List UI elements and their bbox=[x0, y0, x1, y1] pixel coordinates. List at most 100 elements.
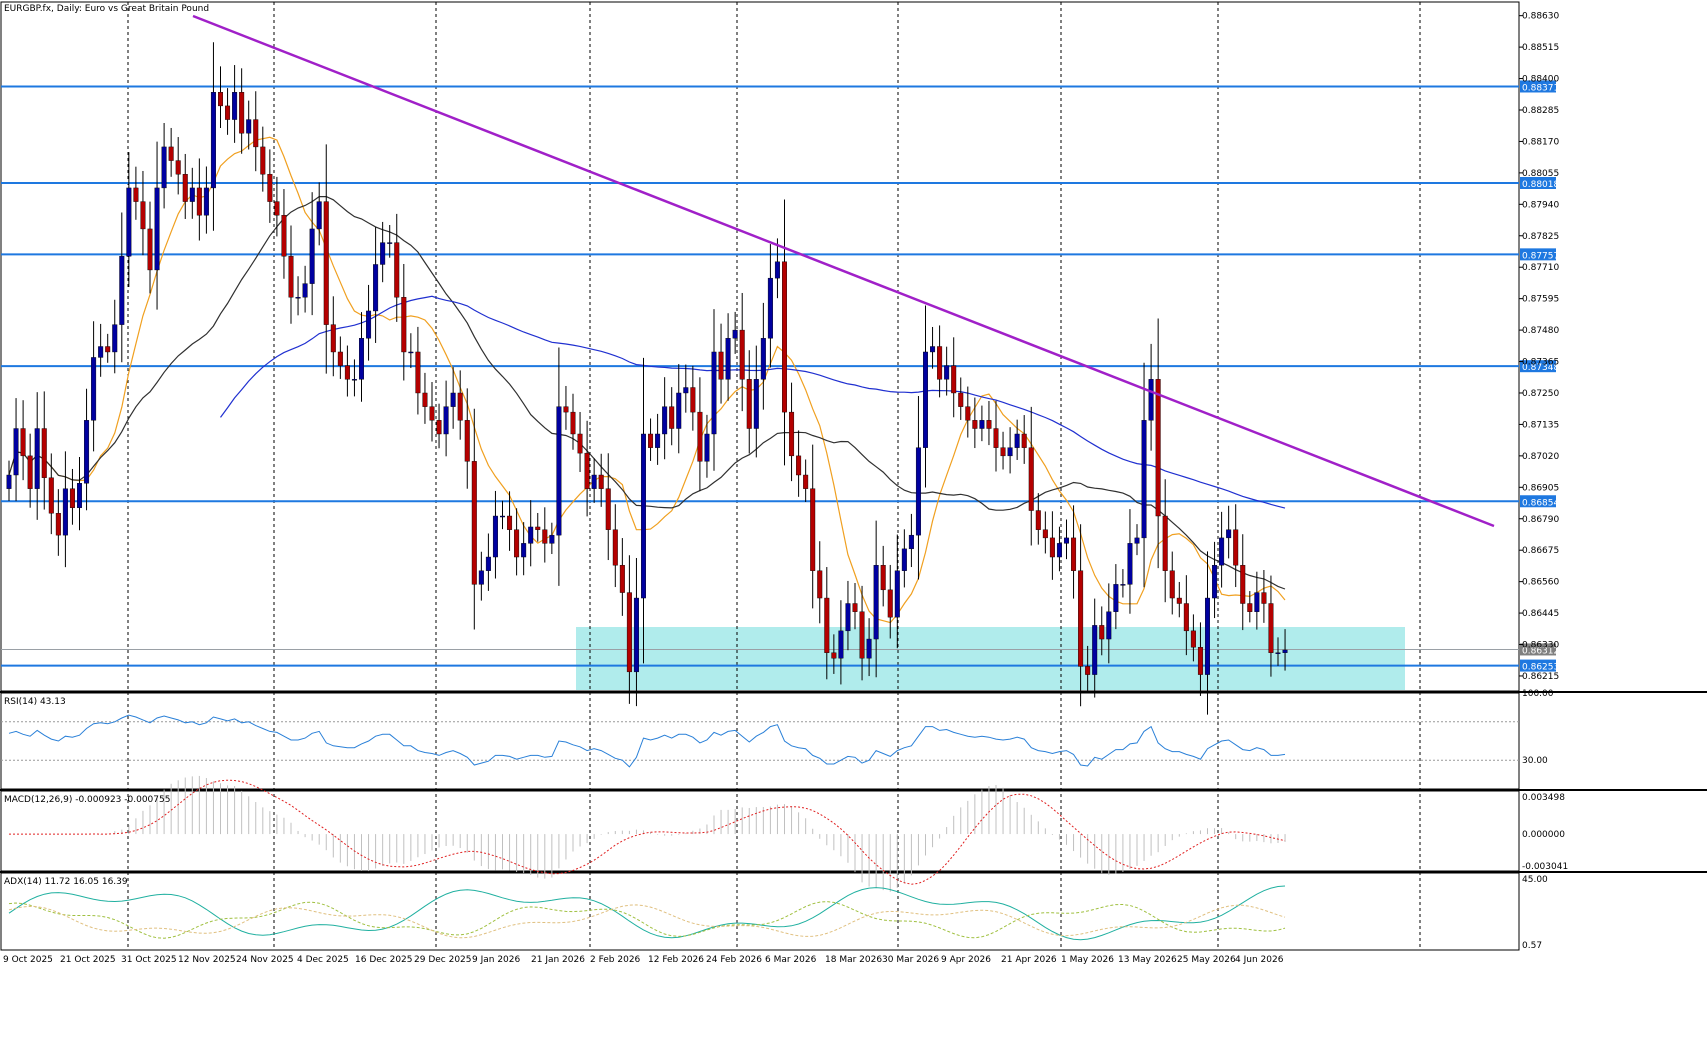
candle-body bbox=[323, 201, 329, 325]
candle-body bbox=[1169, 570, 1175, 599]
candle-body bbox=[302, 283, 308, 298]
adx-axis-label: 0.57 bbox=[1522, 941, 1542, 951]
candle-body bbox=[528, 526, 534, 544]
candle-body bbox=[182, 174, 188, 202]
candle-body bbox=[852, 603, 858, 612]
candle-body bbox=[189, 187, 195, 202]
candle-body bbox=[48, 477, 54, 514]
candle-body bbox=[958, 392, 964, 407]
trendline bbox=[192, 14, 1495, 528]
candle-body bbox=[521, 543, 527, 558]
candle-body bbox=[239, 92, 245, 134]
candle-body bbox=[507, 515, 513, 530]
level-tag bbox=[1520, 80, 1556, 93]
candle-body bbox=[591, 474, 597, 489]
candle-body bbox=[901, 548, 907, 571]
candle-body bbox=[873, 565, 879, 640]
candle-body bbox=[951, 365, 957, 394]
candle-body bbox=[923, 351, 929, 448]
candle-body bbox=[937, 346, 943, 380]
candle-body bbox=[746, 379, 752, 429]
candle-body bbox=[1190, 630, 1196, 648]
level-label: 0.86312 bbox=[1522, 646, 1559, 656]
candle-body bbox=[690, 387, 696, 413]
candle-body bbox=[1071, 537, 1077, 571]
candle-body bbox=[380, 242, 386, 265]
panel-frame-2 bbox=[0, 790, 1520, 872]
candle-body bbox=[633, 597, 639, 673]
candle-body bbox=[1183, 603, 1189, 632]
candle-body bbox=[704, 433, 710, 462]
macd-axis-label: 0.003498 bbox=[1522, 793, 1565, 803]
candle-body bbox=[739, 329, 745, 380]
candle-body bbox=[796, 455, 802, 476]
candle-body bbox=[76, 483, 82, 509]
candle-body bbox=[295, 297, 301, 299]
date-label: 2 Feb 2026 bbox=[590, 955, 641, 965]
candle-body bbox=[69, 488, 75, 509]
price-tick-label: 0.88400 bbox=[1522, 75, 1559, 85]
candle-body bbox=[1063, 537, 1069, 544]
candle-body bbox=[394, 242, 400, 298]
candle-body bbox=[401, 297, 407, 353]
candle-body bbox=[514, 529, 520, 558]
candle-body bbox=[887, 589, 893, 618]
candle-body bbox=[824, 597, 830, 653]
date-label: 24 Feb 2026 bbox=[706, 955, 762, 965]
price-tick-label: 0.86790 bbox=[1522, 515, 1559, 525]
level-tag bbox=[1520, 248, 1556, 261]
adx-plus-line bbox=[8, 901, 1286, 939]
date-label: 4 Jun 2026 bbox=[1235, 955, 1284, 965]
candle-body bbox=[669, 406, 675, 429]
candle-body bbox=[246, 119, 252, 134]
candle-body bbox=[140, 201, 146, 230]
candle-body bbox=[464, 420, 470, 462]
level-label: 0.87757 bbox=[1522, 251, 1559, 261]
candle-body bbox=[274, 201, 280, 216]
candle-body bbox=[972, 420, 978, 429]
candle-body bbox=[1254, 592, 1260, 612]
level-tag bbox=[1520, 495, 1556, 508]
level-label: 0.86854 bbox=[1522, 498, 1559, 508]
price-tick-label: 0.86560 bbox=[1522, 578, 1559, 588]
candle-body bbox=[359, 338, 365, 380]
candle-body bbox=[789, 411, 795, 457]
candle-body bbox=[760, 338, 766, 380]
candle-body bbox=[774, 261, 780, 279]
candle-body bbox=[147, 228, 153, 271]
level-label: 0.86253 bbox=[1522, 663, 1559, 673]
candle-body bbox=[161, 146, 167, 189]
candle-body bbox=[288, 256, 294, 298]
candle-body bbox=[422, 392, 428, 407]
price-tick-label: 0.86445 bbox=[1522, 609, 1559, 619]
candle-body bbox=[732, 329, 738, 339]
level-label: 0.88371 bbox=[1522, 83, 1559, 93]
candle-body bbox=[330, 324, 336, 353]
candle-body bbox=[133, 187, 139, 202]
candle-body bbox=[1106, 611, 1112, 640]
candle-body bbox=[570, 411, 576, 435]
candle-body bbox=[1240, 565, 1246, 604]
candle-body bbox=[831, 652, 837, 659]
price-tick-label: 0.88515 bbox=[1522, 43, 1559, 53]
candle-body bbox=[112, 324, 118, 353]
candle-body bbox=[105, 346, 111, 353]
candle-body bbox=[1127, 543, 1133, 585]
rsi-axis-label: 100.00 bbox=[1522, 689, 1554, 699]
price-tick-label: 0.86215 bbox=[1522, 672, 1559, 682]
price-tick-label: 0.88055 bbox=[1522, 169, 1559, 179]
candle-body bbox=[1155, 379, 1161, 517]
candle-body bbox=[1120, 584, 1126, 586]
candle-body bbox=[648, 433, 654, 448]
candle-body bbox=[41, 428, 47, 478]
candle-body bbox=[915, 447, 921, 536]
candle-body bbox=[563, 406, 569, 413]
date-label: 9 Oct 2025 bbox=[3, 955, 53, 965]
candle-body bbox=[281, 215, 287, 257]
date-label: 31 Oct 2025 bbox=[121, 955, 177, 965]
candle-body bbox=[979, 420, 985, 429]
candle-body bbox=[408, 351, 414, 354]
candle-body bbox=[993, 428, 999, 448]
date-label: 1 May 2026 bbox=[1061, 955, 1114, 965]
